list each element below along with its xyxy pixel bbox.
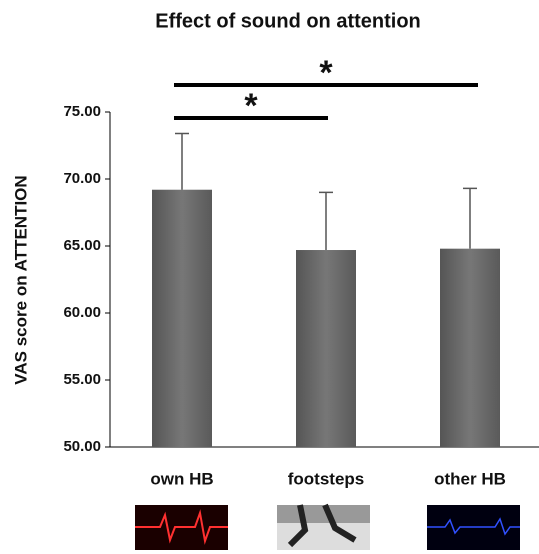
error-bar [319, 192, 333, 250]
x-tick-label: own HB [150, 469, 213, 488]
chart-title: Effect of sound on attention [155, 10, 421, 32]
x-tick-label: other HB [434, 469, 506, 488]
y-tick-label: 70.00 [63, 170, 101, 187]
x-tick-label: footsteps [288, 469, 365, 488]
error-bar [175, 133, 189, 189]
footsteps-image [277, 505, 370, 550]
own-hb-image [135, 505, 228, 550]
error-bar [463, 188, 477, 248]
y-tick-label: 55.00 [63, 371, 101, 388]
y-tick-label: 50.00 [63, 438, 101, 455]
y-tick-label: 65.00 [63, 237, 101, 254]
y-axis-label: VAS score on ATTENTION [11, 175, 30, 384]
chart: Effect of sound on attention VAS score o… [0, 0, 539, 554]
y-tick-label: 75.00 [63, 103, 101, 120]
other-hb-image [427, 505, 520, 550]
bar [440, 249, 500, 447]
y-tick-label: 60.00 [63, 304, 101, 321]
bar [296, 250, 356, 447]
bar [152, 190, 212, 447]
significance-label: * [319, 54, 333, 92]
significance-label: * [244, 87, 258, 125]
